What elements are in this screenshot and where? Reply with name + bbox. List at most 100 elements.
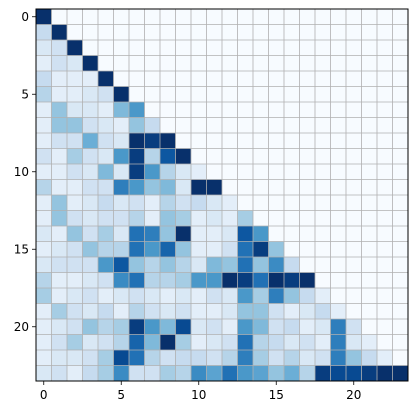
heatmap-cell xyxy=(51,241,68,258)
heatmap-cell xyxy=(346,24,362,41)
heatmap-cell xyxy=(160,365,176,382)
heatmap-cell xyxy=(67,288,83,304)
heatmap-cell xyxy=(284,195,300,211)
heatmap-cell xyxy=(392,195,409,211)
heatmap-cell xyxy=(299,241,316,258)
heatmap-cell xyxy=(67,71,83,87)
heatmap-cell xyxy=(144,24,161,41)
heatmap-cell xyxy=(36,179,52,196)
heatmap-cell xyxy=(268,117,285,134)
heatmap-cell xyxy=(67,148,83,165)
heatmap-cell xyxy=(222,86,238,103)
heatmap-cell xyxy=(284,102,300,118)
heatmap-cell xyxy=(67,40,83,56)
heatmap-cell xyxy=(160,133,176,149)
heatmap-cell xyxy=(175,164,192,180)
heatmap-cell xyxy=(98,102,114,118)
heatmap-cell xyxy=(36,102,52,118)
heatmap-cell xyxy=(206,195,223,211)
heatmap-cell xyxy=(191,117,207,134)
heatmap-cell xyxy=(361,55,378,72)
x-tick-label: 5 xyxy=(117,388,125,402)
heatmap-cell xyxy=(67,272,83,289)
heatmap-cell xyxy=(82,226,99,242)
heatmap-cell xyxy=(299,257,316,273)
heatmap-cell xyxy=(299,9,316,25)
heatmap-cell xyxy=(175,40,192,56)
heatmap-cell xyxy=(191,71,207,87)
heatmap-cell xyxy=(315,148,331,165)
heatmap-cell xyxy=(222,334,238,351)
heatmap-cell xyxy=(315,86,331,103)
heatmap-cell xyxy=(82,319,99,335)
heatmap-cell xyxy=(330,195,347,211)
heatmap-cell xyxy=(237,148,254,165)
heatmap-cell xyxy=(361,319,378,335)
heatmap-cell xyxy=(237,334,254,351)
heatmap-cell xyxy=(175,226,192,242)
heatmap-cell xyxy=(129,133,145,149)
heatmap-cell xyxy=(160,55,176,72)
heatmap-cell xyxy=(67,365,83,382)
heatmap-cell xyxy=(82,179,99,196)
heatmap-cell xyxy=(346,272,362,289)
heatmap-cell xyxy=(284,241,300,258)
heatmap-cell xyxy=(330,9,347,25)
heatmap-cell xyxy=(253,350,269,366)
heatmap-cell xyxy=(191,102,207,118)
heatmap-cell xyxy=(144,9,161,25)
heatmap-cell xyxy=(206,226,223,242)
heatmap-cell xyxy=(129,288,145,304)
heatmap-cell xyxy=(268,24,285,41)
heatmap-cell xyxy=(315,210,331,227)
heatmap-cell xyxy=(98,288,114,304)
heatmap-cell xyxy=(268,319,285,335)
heatmap-cell xyxy=(253,9,269,25)
heatmap-cell xyxy=(175,350,192,366)
heatmap-cell xyxy=(377,71,393,87)
heatmap-cell xyxy=(206,40,223,56)
heatmap-cell xyxy=(284,9,300,25)
heatmap-cell xyxy=(315,195,331,211)
heatmap-cell xyxy=(284,133,300,149)
heatmap-cell xyxy=(237,40,254,56)
heatmap-cell xyxy=(268,71,285,87)
heatmap-cell xyxy=(51,303,68,320)
heatmap-cell xyxy=(253,40,269,56)
heatmap-cell xyxy=(36,71,52,87)
heatmap-cell xyxy=(237,164,254,180)
heatmap-cell xyxy=(299,71,316,87)
heatmap-cell xyxy=(315,226,331,242)
heatmap-cell xyxy=(175,148,192,165)
heatmap-cell xyxy=(284,117,300,134)
heatmap-cell xyxy=(284,288,300,304)
heatmap-cell xyxy=(160,319,176,335)
heatmap-cell xyxy=(175,133,192,149)
heatmap-cell xyxy=(36,9,52,25)
heatmap-cell xyxy=(237,71,254,87)
heatmap-cell xyxy=(253,117,269,134)
heatmap-cell xyxy=(377,257,393,273)
heatmap-cell xyxy=(175,257,192,273)
heatmap-cell xyxy=(315,257,331,273)
heatmap-cell xyxy=(253,148,269,165)
heatmap-cell xyxy=(253,86,269,103)
heatmap-cell xyxy=(268,195,285,211)
heatmap-cell xyxy=(51,334,68,351)
heatmap-cell xyxy=(392,303,409,320)
heatmap-cell xyxy=(392,117,409,134)
heatmap-cell xyxy=(160,164,176,180)
heatmap-cell xyxy=(237,24,254,41)
heatmap-cell xyxy=(346,319,362,335)
heatmap-cell xyxy=(129,148,145,165)
heatmap-cell xyxy=(377,334,393,351)
heatmap-cell xyxy=(361,241,378,258)
heatmap-cell xyxy=(98,55,114,72)
heatmap-cell xyxy=(377,24,393,41)
heatmap-cell xyxy=(253,303,269,320)
heatmap-cell xyxy=(346,210,362,227)
heatmap-cell xyxy=(377,86,393,103)
heatmap-cell xyxy=(361,195,378,211)
heatmap-cell xyxy=(284,365,300,382)
